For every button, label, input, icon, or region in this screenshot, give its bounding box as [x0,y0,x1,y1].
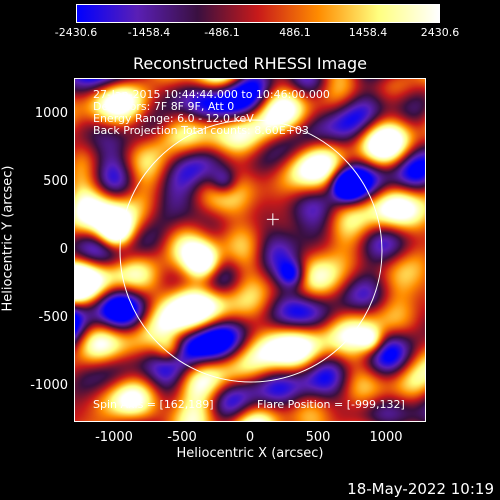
image-plot: 27-Jan-2015 10:44:44.000 to 10:46:00.000… [74,78,426,422]
spin-axis-label: Spin Axis = [162,189] [93,398,214,411]
y-tick-label: -1000 [30,378,68,393]
x-tick-label: 1000 [369,430,403,445]
x-tick-label: 0 [245,430,255,445]
colorbar-tick-label: -486.1 [204,26,240,39]
colorbar-tick-label: 486.1 [279,26,311,39]
colorbar [76,4,440,23]
y-tick-label: -500 [38,310,68,325]
info-line: Energy Range: 6.0 - 12.0 keV [93,112,254,125]
disk-overlay [119,119,383,383]
plot-title: Reconstructed RHESSI Image [133,54,367,73]
colorbar-tick-label: 2430.6 [420,26,460,39]
flare-position-label: Flare Position = [-999,132] [257,398,405,411]
y-tick-label: 500 [43,174,68,189]
colorbar-tick-label: -2430.6 [54,26,98,39]
x-tick-label: 500 [305,430,331,445]
y-tick-label: 0 [59,242,68,257]
y-tick-label: 1000 [34,106,68,121]
solar-limb-circle [119,119,383,383]
y-axis-label: Heliocentric Y (arcsec) [0,165,16,312]
rhessi-map [75,79,425,421]
colorbar-tick-label: 1458.4 [348,26,388,39]
x-tick-label: -1000 [95,430,133,445]
date-stamp: 18-May-2022 10:19 [347,480,494,498]
colorbar-tick-label: -1458.4 [127,26,171,39]
x-axis-label: Heliocentric X (arcsec) [176,446,324,461]
info-line: Back Projection Total counts: 8.60E+03 [93,124,309,137]
x-tick-label: -500 [167,430,197,445]
info-line: 27-Jan-2015 10:44:44.000 to 10:46:00.000 [93,88,330,101]
info-line: Detectors: 7F 8F 9F, Att 0 [93,100,235,113]
